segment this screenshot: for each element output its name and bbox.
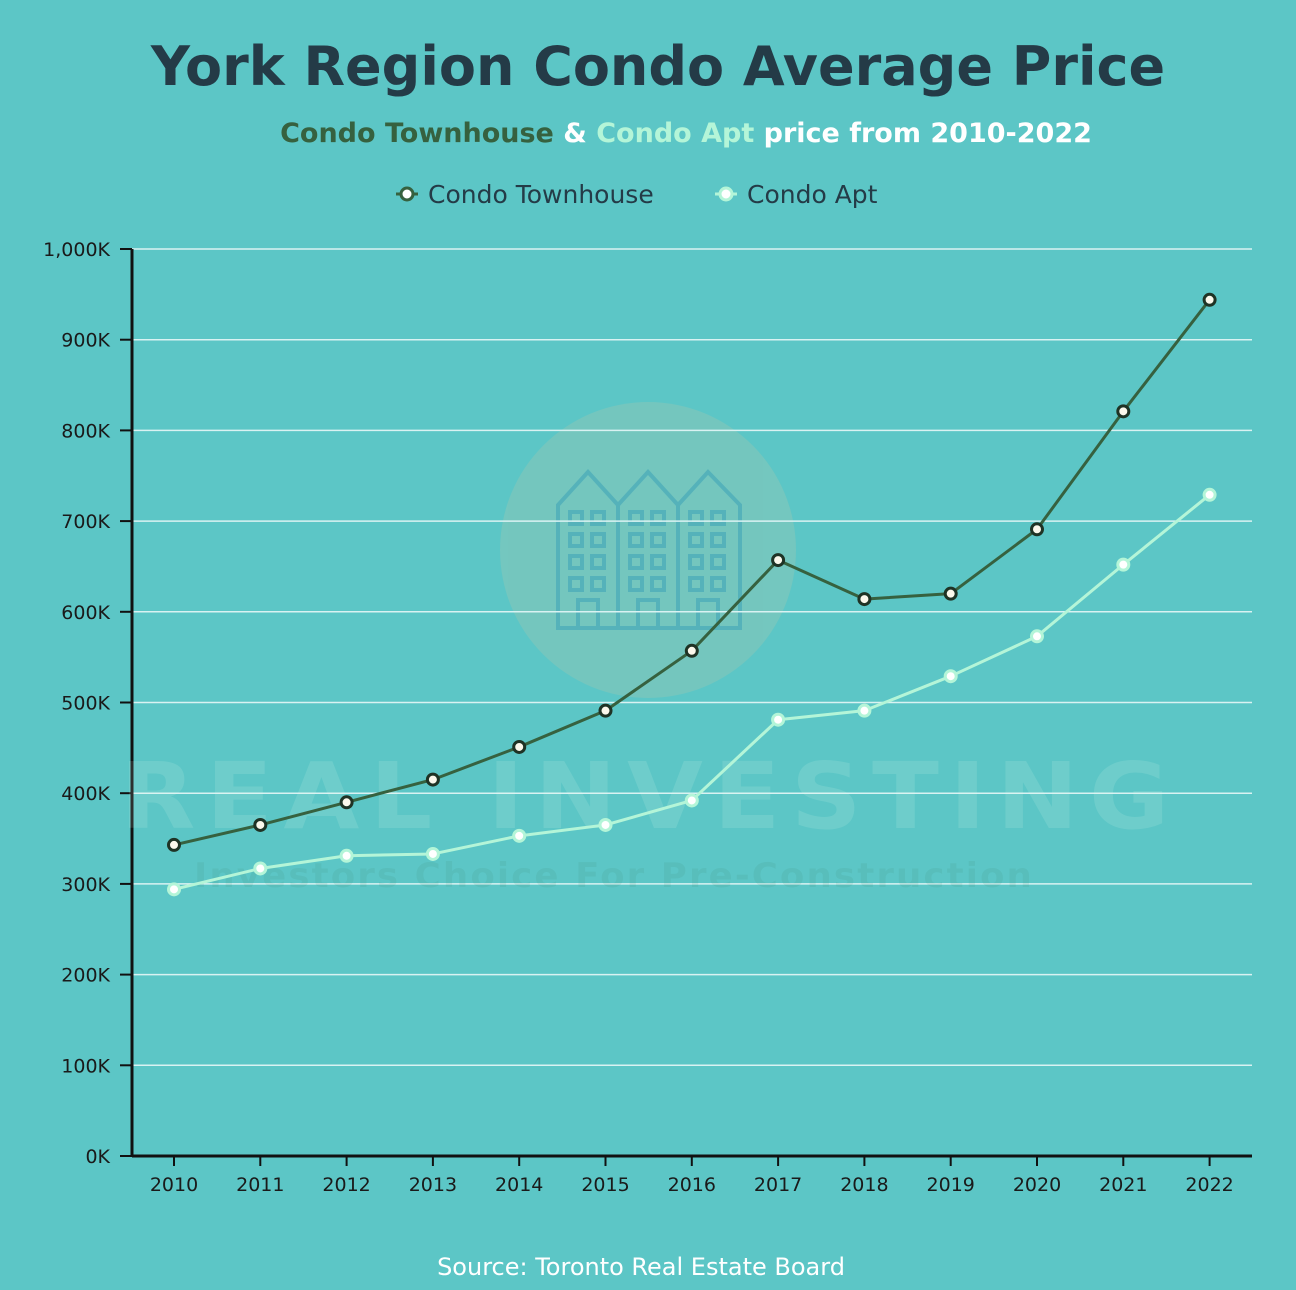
y-tick-label: 200K <box>61 965 110 987</box>
data-point-townhouse[interactable] <box>425 772 440 787</box>
data-point-townhouse[interactable] <box>598 703 613 718</box>
data-point-townhouse[interactable] <box>1202 292 1217 307</box>
x-tick-label: 2012 <box>322 1174 370 1196</box>
watermark-line1: REAL INVESTING <box>120 743 1180 850</box>
data-point-apt[interactable] <box>598 817 613 832</box>
chart-title: York Region Condo Average Price <box>150 35 1165 98</box>
legend-label-townhouse: Condo Townhouse <box>428 180 654 209</box>
watermark-circle <box>500 402 796 698</box>
data-point-townhouse[interactable] <box>512 739 527 754</box>
data-point-apt[interactable] <box>684 793 699 808</box>
watermark-line2: Investors Choice For Pre-Construction <box>194 856 1034 896</box>
data-point-townhouse[interactable] <box>684 643 699 658</box>
subtitle-amp: & <box>554 118 596 149</box>
subtitle-rest: price from 2010-2022 <box>754 118 1092 149</box>
x-tick-label: 2022 <box>1185 1174 1233 1196</box>
x-tick-label: 2014 <box>495 1174 543 1196</box>
x-tick-label: 2015 <box>581 1174 629 1196</box>
data-point-apt[interactable] <box>339 848 354 863</box>
x-tick-label: 2011 <box>236 1174 284 1196</box>
legend-item-townhouse[interactable]: Condo Townhouse <box>396 180 654 209</box>
y-tick-label: 800K <box>61 420 110 442</box>
x-tick-label: 2017 <box>754 1174 802 1196</box>
data-point-townhouse[interactable] <box>339 795 354 810</box>
y-tick-label: 500K <box>61 693 110 715</box>
data-point-townhouse[interactable] <box>167 837 181 852</box>
x-tick-label: 2016 <box>668 1174 716 1196</box>
y-tick-label: 400K <box>61 783 110 805</box>
data-point-apt[interactable] <box>425 846 440 861</box>
series <box>167 292 1217 897</box>
data-point-apt[interactable] <box>857 703 872 718</box>
subtitle-townhouse: Condo Townhouse <box>280 118 554 149</box>
data-point-townhouse[interactable] <box>1030 522 1044 537</box>
x-tick-label: 2019 <box>927 1174 975 1196</box>
y-tick-label: 1,000K <box>43 239 110 261</box>
x-tick-label: 2021 <box>1099 1174 1147 1196</box>
x-tick-label: 2013 <box>409 1174 457 1196</box>
data-point-apt[interactable] <box>1030 629 1044 644</box>
legend-marker-apt <box>718 186 734 202</box>
data-point-apt[interactable] <box>253 861 268 876</box>
data-point-apt[interactable] <box>1116 557 1131 572</box>
legend: Condo Townhouse Condo Apt <box>396 180 878 209</box>
y-tick-label: 0K <box>85 1146 110 1168</box>
x-tick-label: 2020 <box>1013 1174 1061 1196</box>
y-tick-label: 700K <box>61 511 110 533</box>
y-tick-label: 600K <box>61 602 110 624</box>
data-point-townhouse[interactable] <box>857 592 872 607</box>
y-tick-label: 900K <box>61 330 110 352</box>
building-icon <box>556 469 742 630</box>
data-point-apt[interactable] <box>1202 487 1217 502</box>
watermark-text: REAL INVESTING Investors Choice For Pre-… <box>120 743 1180 896</box>
data-point-apt[interactable] <box>771 712 786 727</box>
data-point-townhouse[interactable] <box>771 553 786 568</box>
axes: 0K 100K 200K 300K 400K 500K 600K 700K 800K 900K 1,… <box>43 239 1252 1196</box>
watermark <box>500 402 796 698</box>
data-point-townhouse[interactable] <box>1116 404 1131 419</box>
chart-subtitle: Condo Townhouse & Condo Apt price from 2… <box>280 118 1092 149</box>
data-point-apt[interactable] <box>167 882 181 897</box>
legend-item-apt[interactable]: Condo Apt <box>715 180 878 209</box>
data-point-apt[interactable] <box>512 828 527 843</box>
source-note: Source: Toronto Real Estate Board <box>437 1253 845 1281</box>
x-tick-label: 2010 <box>150 1174 198 1196</box>
data-point-townhouse[interactable] <box>943 586 958 601</box>
legend-marker-townhouse <box>399 186 415 202</box>
data-point-apt[interactable] <box>943 669 958 684</box>
legend-label-apt: Condo Apt <box>747 180 878 209</box>
y-tick-label: 100K <box>61 1055 110 1077</box>
subtitle-apt: Condo Apt <box>596 118 754 149</box>
y-tick-label: 300K <box>61 874 110 896</box>
x-tick-label: 2018 <box>840 1174 888 1196</box>
data-point-townhouse[interactable] <box>253 817 268 832</box>
